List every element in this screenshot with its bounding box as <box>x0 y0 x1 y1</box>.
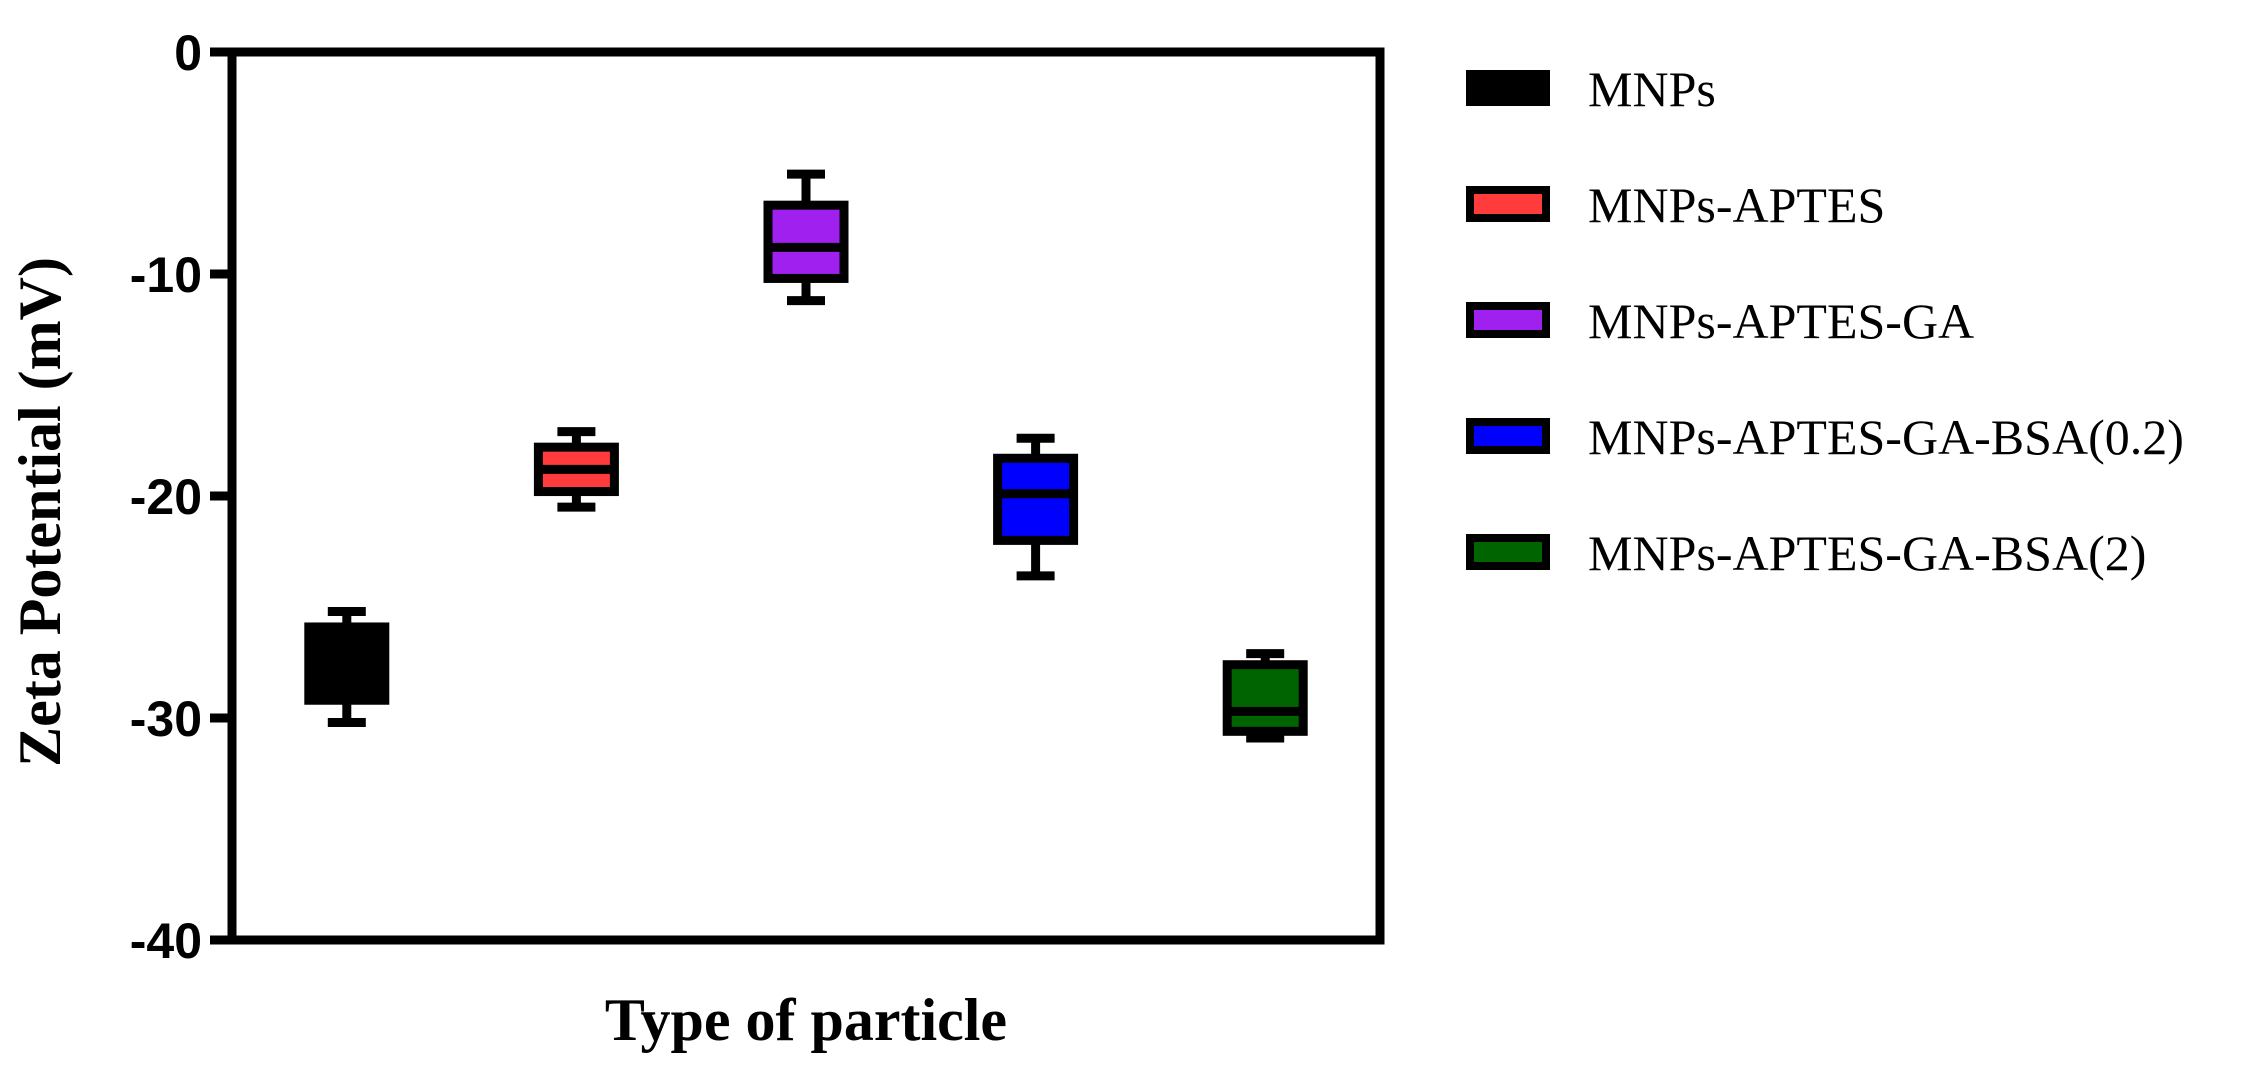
legend-swatch <box>1466 534 1550 570</box>
legend-entry-5: MNPs-APTES-GA-BSA(2) <box>1466 525 2146 581</box>
box-2 <box>533 427 619 512</box>
box-body <box>1222 660 1308 736</box>
legend-swatch <box>1466 418 1550 454</box>
plot-area <box>227 47 1385 945</box>
legend-swatch <box>1466 186 1550 222</box>
legend-swatch <box>1466 70 1550 106</box>
y-tick-label: -20 <box>130 469 202 525</box>
box-body <box>763 200 849 283</box>
legend-entry-4: MNPs-APTES-GA-BSA(0.2) <box>1466 409 2184 465</box>
y-tick-label: -10 <box>130 247 202 303</box>
box-4 <box>993 433 1079 581</box>
legend-swatch <box>1466 302 1550 338</box>
y-tick-label: -30 <box>130 691 202 747</box>
y-tick-label: -40 <box>130 913 202 969</box>
y-axis-title: Zeta Potential (mV) <box>7 257 73 767</box>
x-axis-title: Type of particle <box>605 987 1007 1053</box>
legend-label: MNPs-APTES <box>1588 177 1885 233</box>
legend-label: MNPs <box>1588 61 1716 117</box>
legend-label: MNPs-APTES-GA <box>1588 293 1974 349</box>
y-tick-label: 0 <box>174 25 202 81</box>
box-5 <box>1222 649 1308 743</box>
legend-entry-3: MNPs-APTES-GA <box>1466 293 1974 349</box>
y-axis: 0 -10 -20 -30 -40 <box>130 25 232 969</box>
box-3 <box>763 169 849 306</box>
legend-label: MNPs-APTES-GA-BSA(2) <box>1588 525 2146 581</box>
legend-label: MNPs-APTES-GA-BSA(0.2) <box>1588 409 2184 465</box>
box-1 <box>304 606 390 727</box>
box-body <box>993 453 1079 545</box>
legend-entry-2: MNPs-APTES <box>1466 177 1885 233</box>
legend: MNPs MNPs-APTES MNPs-APTES-GA MNPs-APTES-GA… <box>1466 61 2184 581</box>
legend-entry-1: MNPs <box>1466 61 1716 117</box>
